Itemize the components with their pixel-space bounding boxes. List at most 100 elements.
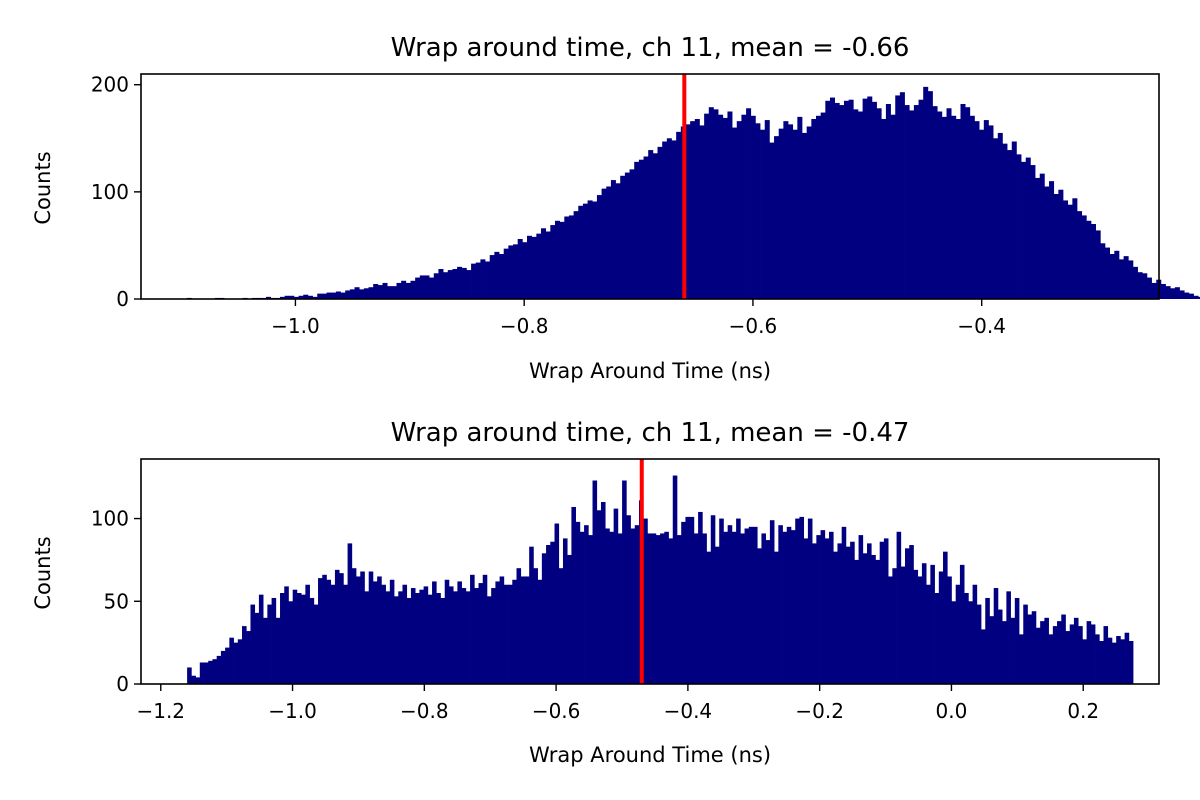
histogram-bar <box>660 533 665 684</box>
histogram-bar <box>372 581 378 684</box>
histogram-bar <box>405 282 411 299</box>
histogram-bar <box>867 543 872 685</box>
histogram-bar <box>349 289 355 299</box>
histogram-bar <box>391 286 397 299</box>
histogram-bar <box>351 568 357 684</box>
histogram-bar <box>1039 173 1045 299</box>
histogram-bar <box>816 115 822 299</box>
histogram-bar <box>516 568 522 684</box>
histogram-bar <box>946 108 952 299</box>
histogram-bar <box>671 140 677 299</box>
x-tick-label: −0.8 <box>500 314 549 338</box>
histogram-bar <box>592 201 598 299</box>
histogram-bar <box>934 593 940 684</box>
histogram-bar <box>941 116 947 299</box>
histogram-bar <box>613 508 619 684</box>
histogram-bar <box>461 588 467 684</box>
histogram-bar <box>513 244 519 299</box>
histogram-bar <box>1107 637 1113 684</box>
histogram-bar <box>890 114 896 300</box>
histogram-bar <box>932 106 938 299</box>
histogram-bar <box>398 591 403 684</box>
y-ticks: 0 100 200 <box>91 73 141 311</box>
histogram-bar <box>609 531 614 684</box>
histogram-bar <box>617 533 623 684</box>
histogram-bar <box>997 609 1003 684</box>
histogram-bar <box>629 169 635 299</box>
histogram-bar <box>321 293 327 299</box>
histogram-bar <box>1063 200 1069 299</box>
histogram-bar <box>427 594 433 684</box>
histogram-bar <box>1086 220 1092 299</box>
histogram-bar <box>1081 215 1087 299</box>
histogram-bar <box>1118 259 1124 299</box>
histogram-bar <box>457 581 462 684</box>
histogram-bar <box>470 574 475 684</box>
histogram-bar <box>233 642 239 684</box>
histogram-bar <box>913 569 919 684</box>
histogram-bar <box>1049 181 1055 299</box>
chart-title: Wrap around time, ch 11, mean = -0.66 <box>391 33 910 63</box>
histogram-bar <box>1120 639 1125 684</box>
histogram-bar <box>326 579 332 684</box>
histogram-bar <box>340 292 346 299</box>
histogram-bar <box>1002 143 1008 299</box>
histogram-bar <box>1123 256 1129 299</box>
histogram-bar <box>850 541 855 684</box>
y-tick-label: 0 <box>116 672 129 696</box>
histogram-bar <box>475 262 481 299</box>
histogram-bar <box>461 267 467 299</box>
histogram-bar <box>727 525 733 684</box>
histogram-bar <box>888 576 893 684</box>
histogram-bar <box>1030 165 1036 299</box>
histogram-bar <box>579 531 585 684</box>
histogram-bar <box>731 531 737 684</box>
histogram-bar <box>972 584 978 684</box>
histogram-bar <box>672 475 678 684</box>
histogram-bar <box>792 129 798 299</box>
histogram-bar <box>368 287 374 299</box>
histogram-bar <box>1188 293 1194 299</box>
histogram-bar <box>494 251 500 299</box>
y-axis-label: Counts <box>31 536 55 609</box>
histogram-bar <box>681 521 686 684</box>
histogram-bar <box>364 591 370 684</box>
histogram-bar <box>1146 277 1152 299</box>
histogram-bar <box>482 574 488 684</box>
histogram-bar <box>930 564 935 684</box>
histogram-bar <box>885 104 891 299</box>
histogram-bar <box>592 480 598 684</box>
histogram-bar <box>736 518 741 684</box>
histogram-bar <box>710 515 716 684</box>
histogram-bar <box>410 588 416 684</box>
histogram-bar <box>309 597 315 684</box>
x-tick-label: −0.8 <box>400 699 449 723</box>
histogram-bar <box>258 594 264 684</box>
histogram-bar <box>706 551 712 684</box>
histogram-bar <box>1035 177 1041 299</box>
histogram-bar <box>699 125 705 300</box>
histogram-bar <box>951 115 957 299</box>
histogram-bar <box>1061 614 1066 684</box>
histogram-bar <box>605 528 610 684</box>
histogram-bar <box>927 91 933 299</box>
histogram-bar <box>1165 286 1171 299</box>
histogram-bar <box>491 588 496 684</box>
histogram-bar <box>489 255 495 299</box>
histogram-bar <box>292 589 298 684</box>
histogram-bar <box>981 629 986 684</box>
histogram-bar <box>690 121 696 299</box>
histogram-bar <box>753 526 758 684</box>
histogram-bar <box>993 588 999 684</box>
histogram-bar <box>858 535 864 684</box>
histogram-bar <box>424 275 430 299</box>
histogram-bar <box>415 593 420 684</box>
histogram-bar <box>567 554 572 684</box>
histogram-bar <box>938 571 944 684</box>
histogram-bar <box>993 138 999 299</box>
histogram-bar <box>529 546 534 684</box>
histogram-bar <box>829 531 834 684</box>
histogram-bar <box>620 175 626 299</box>
histogram-bar <box>373 284 379 299</box>
histogram-bar <box>575 521 581 684</box>
